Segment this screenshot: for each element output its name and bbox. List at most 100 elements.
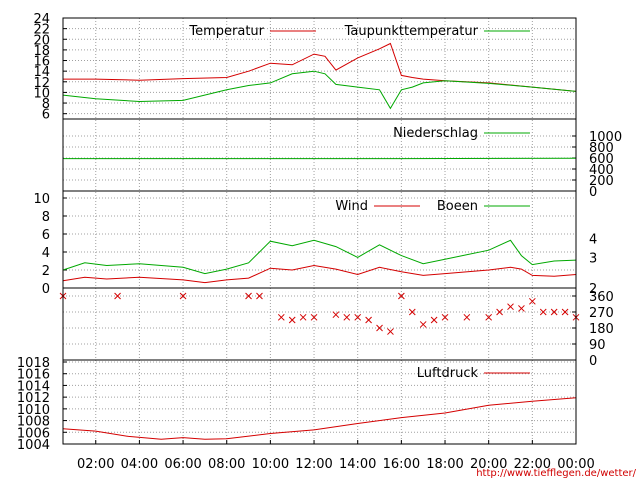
direction-point-stroke-b-6 [288,316,296,324]
direction-point-stroke-b-11 [354,313,362,321]
ytick-label-temperature-3: 12 [33,76,50,91]
ytick-label-wind_direction-2: 180 [589,322,614,337]
direction-point-4 [256,292,263,300]
ytick-label-precipitation-0: 0 [589,185,597,200]
direction-point-9 [332,311,340,319]
direction-point-23 [507,303,514,311]
legend-label-precipitation-0: Niederschlag [393,126,478,141]
ytick-label-temperature-9: 24 [33,12,50,27]
ytick-label-wind-1: 2 [42,264,50,279]
chart-layer: 6810121416182022240200400600800100002468… [17,12,622,472]
direction-point-2 [179,292,187,300]
direction-point-stroke-b-21 [485,313,493,321]
ytick-label-precipitation-3: 600 [589,152,614,167]
ytick-label-pressure-3: 1010 [17,403,50,418]
series-line-pressure-0 [62,397,577,440]
direction-point-15 [398,292,405,300]
beaufort-label-0: 2 [589,282,597,297]
direction-point-stroke-b-20 [463,313,471,321]
direction-point-stroke-b-24 [518,305,525,312]
ytick-label-precipitation-4: 800 [589,141,614,156]
ytick-label-temperature-7: 20 [33,33,50,48]
direction-point-stroke-b-15 [398,292,405,300]
ytick-label-temperature-5: 16 [33,55,50,70]
time-tick-label-8: 18:00 [426,457,463,472]
direction-point-stroke-b-26 [539,308,547,316]
ytick-label-wind-5: 10 [33,192,50,207]
ytick-label-precipitation-1: 200 [589,174,614,189]
ytick-label-pressure-5: 1014 [17,379,50,394]
direction-point-stroke-b-2 [179,292,187,300]
direction-point-stroke-b-16 [408,308,416,316]
direction-point-stroke-b-18 [430,316,438,324]
ytick-label-wind-3: 6 [42,228,50,243]
direction-point-16 [408,308,416,316]
direction-point-24 [518,305,525,312]
direction-point-11 [354,313,362,321]
direction-point-stroke-b-28 [561,308,569,316]
direction-point-14 [387,328,394,335]
direction-point-1 [114,292,121,300]
ytick-label-pressure-1: 1006 [17,426,50,441]
direction-point-3 [245,292,252,300]
direction-point-stroke-b-4 [256,292,263,300]
footer-url: http://www.tiefflegen.de/wetter/ [476,468,636,479]
legend-label-temperature-1: Taupunkttemperatur [344,24,479,39]
time-tick-label-0: 02:00 [77,457,114,472]
direction-point-stroke-b-19 [441,313,449,321]
time-tick-label-5: 12:00 [295,457,332,472]
direction-point-7 [299,313,307,321]
ytick-label-pressure-2: 1008 [17,415,50,430]
legend-label-temperature-0: Temperatur [188,24,264,39]
time-tick-label-7: 16:00 [383,457,420,472]
direction-point-20 [463,313,471,321]
time-tick-label-1: 04:00 [121,457,158,472]
ytick-label-temperature-0: 6 [42,108,50,123]
ytick-label-precipitation-5: 1000 [589,130,622,145]
ytick-label-wind_direction-1: 90 [589,338,606,353]
direction-point-22 [496,308,503,316]
legend-label-wind-0: Wind [335,199,368,214]
direction-point-6 [288,316,296,324]
direction-point-17 [419,321,427,328]
direction-point-8 [310,313,318,321]
series-line-temperature-0 [63,42,577,92]
direction-point-stroke-b-17 [419,321,427,328]
ytick-label-pressure-7: 1018 [17,356,50,371]
beaufort-label-1: 3 [589,251,597,266]
direction-point-stroke-b-12 [365,316,372,324]
direction-point-stroke-b-13 [376,324,383,332]
beaufort-label-2: 4 [589,233,597,248]
direction-point-26 [539,308,547,316]
direction-point-stroke-b-1 [114,292,121,300]
ytick-label-temperature-6: 18 [33,44,50,59]
direction-point-13 [376,324,383,332]
ytick-label-wind_direction-3: 270 [589,306,614,321]
time-tick-label-6: 14:00 [339,457,376,472]
legend-label-wind-1: Boeen [437,199,478,214]
direction-point-28 [561,308,569,316]
direction-point-stroke-b-14 [387,328,394,335]
panel-frame-pressure [62,359,577,445]
ytick-label-pressure-0: 1004 [17,438,50,453]
direction-point-stroke-b-3 [245,292,252,300]
direction-point-5 [277,313,285,321]
direction-point-stroke-b-7 [299,313,307,321]
ytick-label-wind-2: 4 [42,246,50,261]
direction-point-stroke-b-27 [550,308,558,316]
direction-point-stroke-b-22 [496,308,503,316]
direction-point-19 [441,313,449,321]
direction-point-stroke-b-10 [343,313,351,321]
direction-point-stroke-b-5 [277,313,285,321]
ytick-label-wind-0: 0 [42,282,50,297]
ytick-label-wind_direction-0: 0 [589,354,597,369]
series-line-wind-0 [62,264,577,284]
ytick-label-temperature-8: 22 [33,23,50,38]
direction-point-27 [550,308,558,316]
series-line-wind-1 [62,239,577,275]
direction-point-21 [485,313,493,321]
direction-point-12 [365,316,372,324]
time-tick-label-4: 10:00 [252,457,289,472]
